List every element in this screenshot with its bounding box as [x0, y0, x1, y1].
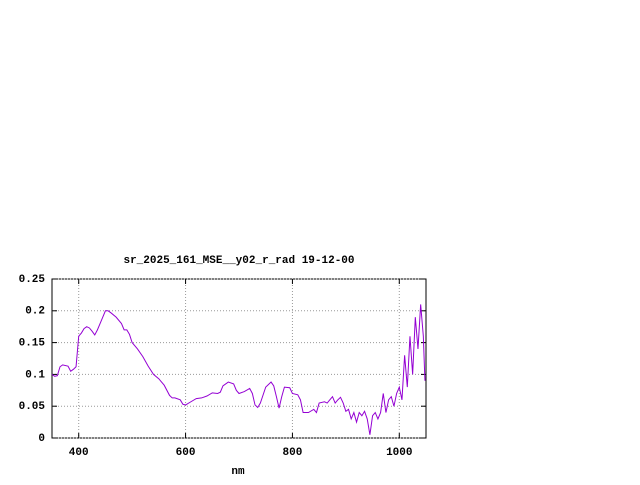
data-line	[51, 304, 426, 435]
x-axis-label: nm	[231, 466, 245, 478]
chart-title: sr_2025_161_MSE__y02_r_rad 19-12-00	[123, 255, 354, 267]
y-tick-label: 0.05	[19, 401, 46, 413]
plot-border	[51, 278, 427, 439]
x-tick-label: 800	[283, 447, 303, 459]
y-tick-label: 0.15	[19, 338, 46, 350]
y-tick-label: 0.1	[25, 369, 45, 381]
x-tick-label: 1000	[386, 447, 412, 459]
y-tick-label: 0	[38, 433, 45, 445]
x-tick-label: 400	[69, 447, 89, 459]
x-tick-label: 600	[176, 447, 196, 459]
y-tick-label: 0.25	[19, 274, 46, 286]
y-tick-label: 0.2	[25, 306, 45, 318]
